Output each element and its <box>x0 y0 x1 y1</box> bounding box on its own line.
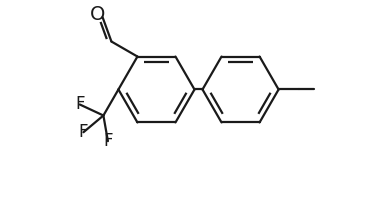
Text: F: F <box>79 123 88 141</box>
Text: O: O <box>90 5 105 23</box>
Text: F: F <box>103 132 113 150</box>
Text: F: F <box>75 96 84 113</box>
